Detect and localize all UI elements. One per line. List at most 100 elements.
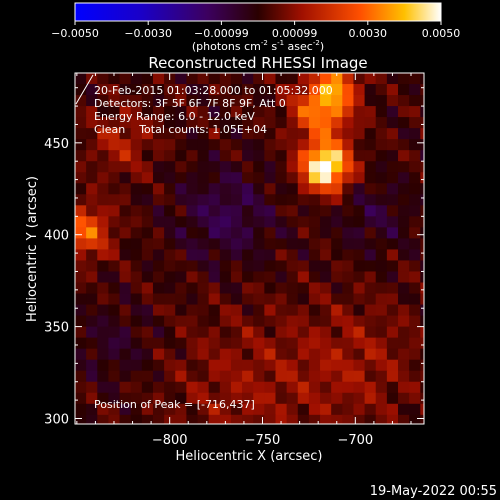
heatmap-cell: [175, 293, 187, 306]
heatmap-cell: [219, 414, 232, 424]
heatmap-cell: [97, 84, 109, 96]
heatmap-cell: [297, 128, 310, 140]
heatmap-cell: [130, 205, 143, 217]
heatmap-cell: [97, 381, 109, 394]
footer-date: 19-May-2022 00:55: [370, 484, 497, 499]
heatmap-cell: [86, 194, 98, 206]
heatmap-cell: [375, 293, 388, 306]
heatmap-cell: [386, 106, 399, 118]
heatmap-cell: [264, 84, 276, 96]
heatmap-cell: [186, 194, 199, 206]
heatmap-cell: [130, 260, 143, 272]
heatmap-cell: [342, 359, 354, 372]
heatmap-cell: [253, 205, 265, 217]
heatmap-cell: [97, 150, 109, 162]
heatmap-cell: [275, 84, 288, 96]
heatmap-cell: [253, 414, 265, 424]
heatmap-cell: [364, 106, 377, 118]
heatmap-cell: [219, 326, 232, 339]
heatmap-cell: [297, 238, 310, 250]
heatmap-cell: [375, 348, 388, 361]
heatmap-cell: [108, 282, 121, 295]
heatmap-cell: [275, 216, 288, 228]
heatmap-cell: [119, 293, 132, 306]
heatmap-cell: [331, 238, 343, 250]
heatmap-cell: [97, 370, 109, 383]
heatmap-cell: [97, 348, 109, 361]
heatmap-cell: [398, 139, 410, 151]
heatmap-cell: [141, 293, 154, 306]
heatmap-cell: [398, 73, 410, 85]
heatmap-cell: [141, 205, 154, 217]
heatmap-cell: [119, 370, 132, 383]
heatmap-cell: [186, 348, 199, 361]
heatmap-cell: [219, 315, 232, 328]
heatmap-cell: [119, 348, 132, 361]
heatmap-cell: [253, 359, 265, 372]
heatmap-cell: [409, 73, 421, 85]
heatmap-cell: [242, 216, 254, 228]
heatmap-cell: [97, 238, 109, 250]
heatmap-cell: [175, 392, 187, 405]
heatmap-cell: [152, 183, 165, 195]
heatmap-cell: [130, 348, 143, 361]
heatmap-cell: [242, 260, 254, 272]
heatmap-cell: [398, 304, 410, 317]
heatmap-cell: [297, 381, 310, 394]
heatmap-cell: [130, 403, 143, 416]
heatmap-cell: [420, 238, 424, 250]
heatmap-cell: [409, 205, 421, 217]
heatmap-cell: [186, 326, 199, 339]
heatmap-cell: [308, 106, 321, 118]
heatmap-cell: [108, 161, 121, 173]
heatmap-cell: [275, 414, 288, 424]
heatmap-cell: [152, 403, 165, 416]
heatmap-cell: [409, 403, 421, 416]
heatmap-cell: [152, 337, 165, 350]
heatmap-cell: [308, 304, 321, 317]
heatmap-cell: [286, 381, 299, 394]
heatmap-cell: [164, 84, 176, 96]
heatmap-cell: [219, 392, 232, 405]
heatmap-cell: [197, 84, 210, 96]
heatmap-cell: [119, 359, 132, 372]
heatmap-cell: [275, 315, 288, 328]
heatmap-cell: [386, 161, 399, 173]
heatmap-cell: [353, 403, 366, 416]
heatmap-cell: [152, 194, 165, 206]
heatmap-cell: [308, 414, 321, 424]
heatmap-cell: [186, 172, 199, 184]
heatmap-cell: [420, 381, 424, 394]
heatmap-cell: [297, 150, 310, 162]
heatmap-cell: [130, 282, 143, 295]
heatmap-cell: [409, 161, 421, 173]
heatmap-cell: [230, 183, 243, 195]
heatmap-cell: [175, 403, 187, 416]
heatmap-cell: [297, 117, 310, 129]
heatmap-cell: [320, 183, 332, 195]
heatmap-cell: [264, 183, 276, 195]
heatmap-cell: [219, 282, 232, 295]
heatmap-cell: [308, 326, 321, 339]
heatmap-cell: [331, 370, 343, 383]
heatmap-cell: [186, 216, 199, 228]
heatmap-cell: [297, 139, 310, 151]
heatmap-cell: [186, 381, 199, 394]
heatmap-cell: [286, 337, 299, 350]
heatmap-cell: [108, 348, 121, 361]
heatmap-cell: [97, 194, 109, 206]
heatmap-cell: [386, 381, 399, 394]
heatmap-cell: [152, 326, 165, 339]
heatmap-cell: [175, 172, 187, 184]
heatmap-cell: [242, 84, 254, 96]
heatmap-cell: [297, 205, 310, 217]
heatmap-cell: [175, 161, 187, 173]
heatmap-cell: [331, 348, 343, 361]
heatmap-cell: [219, 205, 232, 217]
heatmap-cell: [141, 370, 154, 383]
heatmap-cell: [353, 392, 366, 405]
x-axis-label: Heliocentric X (arcsec): [176, 449, 323, 464]
heatmap-cell: [375, 282, 388, 295]
heatmap-cell: [219, 359, 232, 372]
heatmap-cell: [75, 117, 87, 129]
